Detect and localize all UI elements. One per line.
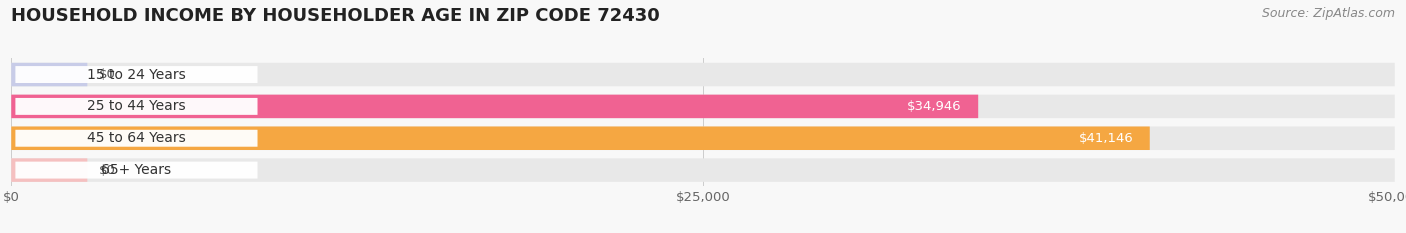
Text: $41,146: $41,146 [1078, 132, 1133, 145]
FancyBboxPatch shape [15, 98, 257, 115]
FancyBboxPatch shape [15, 130, 257, 147]
FancyBboxPatch shape [11, 63, 1395, 86]
Text: 15 to 24 Years: 15 to 24 Years [87, 68, 186, 82]
FancyBboxPatch shape [11, 158, 1395, 182]
FancyBboxPatch shape [15, 66, 257, 83]
FancyBboxPatch shape [11, 158, 87, 182]
Text: 25 to 44 Years: 25 to 44 Years [87, 99, 186, 113]
Text: $0: $0 [98, 164, 115, 177]
FancyBboxPatch shape [11, 95, 979, 118]
Text: HOUSEHOLD INCOME BY HOUSEHOLDER AGE IN ZIP CODE 72430: HOUSEHOLD INCOME BY HOUSEHOLDER AGE IN Z… [11, 7, 659, 25]
FancyBboxPatch shape [11, 63, 87, 86]
Text: $34,946: $34,946 [907, 100, 962, 113]
FancyBboxPatch shape [15, 162, 257, 178]
FancyBboxPatch shape [11, 127, 1150, 150]
Text: Source: ZipAtlas.com: Source: ZipAtlas.com [1261, 7, 1395, 20]
FancyBboxPatch shape [11, 95, 1395, 118]
Text: $0: $0 [98, 68, 115, 81]
Text: 65+ Years: 65+ Years [101, 163, 172, 177]
FancyBboxPatch shape [11, 127, 1395, 150]
Text: 45 to 64 Years: 45 to 64 Years [87, 131, 186, 145]
